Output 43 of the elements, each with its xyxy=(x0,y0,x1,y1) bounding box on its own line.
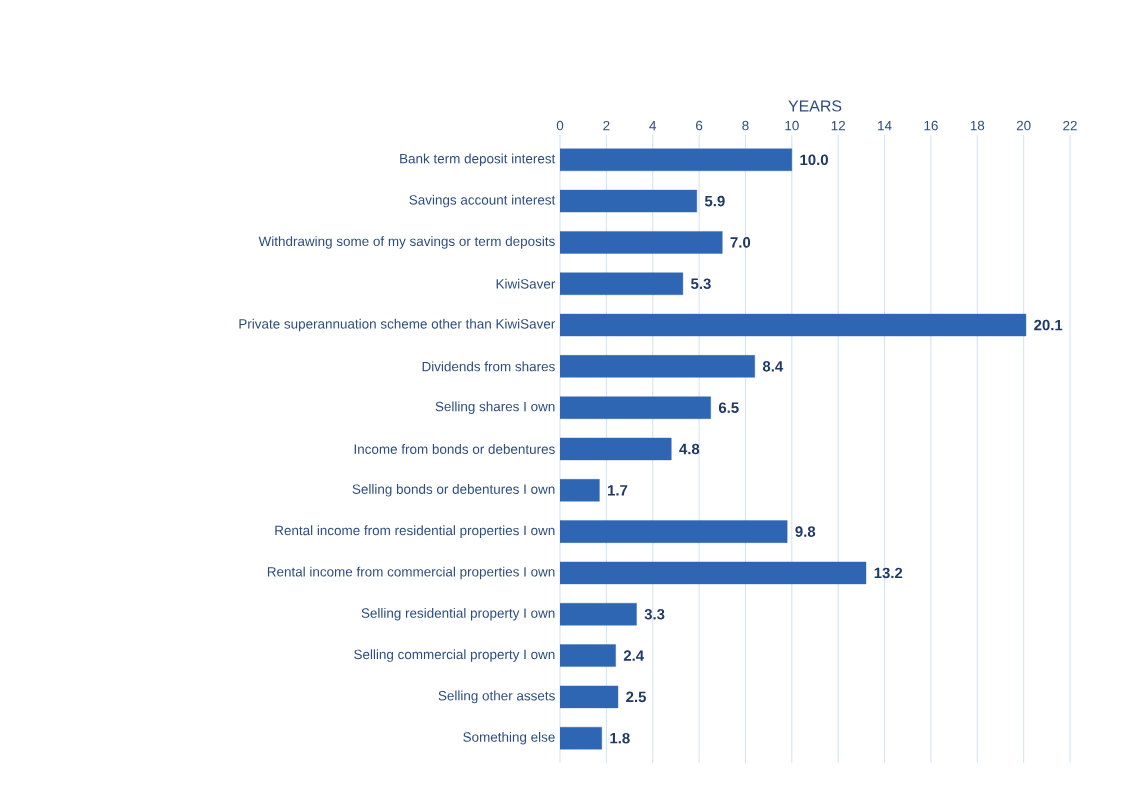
data-label: 2.4 xyxy=(623,650,645,661)
x-tick-label: 12 xyxy=(831,120,845,131)
x-tick-label: 10 xyxy=(785,120,799,131)
y-tick-label: Selling other assets xyxy=(438,690,555,704)
data-label: 7.0 xyxy=(730,237,751,248)
y-tick-label: Selling residential property I own xyxy=(361,607,555,621)
x-tick-label: 8 xyxy=(742,120,749,131)
y-tick-label: Selling commercial property I own xyxy=(354,649,555,662)
data-label: 20.1 xyxy=(1034,319,1063,331)
data-label: 10.0 xyxy=(800,154,828,166)
data-label: 4.8 xyxy=(679,443,700,455)
data-label: 1.7 xyxy=(608,485,628,496)
x-tick-label: 16 xyxy=(924,120,938,131)
data-label: 1.8 xyxy=(610,732,630,744)
data-label: 5.9 xyxy=(704,195,725,207)
x-tick-label: 20 xyxy=(1016,120,1031,131)
y-tick-label: Rental income from residential properties I own xyxy=(275,525,555,538)
data-label: 13.2 xyxy=(874,567,903,579)
x-tick-label: 6 xyxy=(696,120,703,131)
x-tick-label: 22 xyxy=(1063,120,1077,131)
y-tick-label: Bank term deposit interest xyxy=(400,153,556,167)
data-label: 5.3 xyxy=(691,278,711,290)
data-label: 6.5 xyxy=(718,402,739,413)
data-label: 3.3 xyxy=(644,608,665,620)
x-tick-label: 18 xyxy=(970,120,985,131)
x-tick-label: 2 xyxy=(603,120,610,131)
y-tick-label: Selling shares I own xyxy=(435,401,555,414)
x-axis-title: YEARS xyxy=(788,100,842,112)
x-tick-label: 4 xyxy=(649,121,657,131)
data-label: 9.8 xyxy=(795,526,816,537)
y-tick-label: KiwiSaver xyxy=(496,278,556,289)
y-tick-label: Selling bonds or debentures I own xyxy=(352,484,555,497)
y-tick-label: Rental income from commercial properties I own xyxy=(267,566,555,580)
y-tick-label: Income from bonds or debentures xyxy=(354,444,555,454)
y-tick-label: Dividends from shares xyxy=(422,361,555,372)
y-tick-label: Private superannuation scheme other than KiwiSaver xyxy=(239,318,556,332)
y-tick-label: Something else xyxy=(463,731,555,745)
y-tick-label: Savings account interest xyxy=(409,194,556,208)
x-tick-label: 14 xyxy=(878,121,892,131)
data-label: 2.5 xyxy=(626,691,646,703)
y-tick-label: Withdrawing some of my savings or term deposits xyxy=(258,236,555,249)
data-label: 8.4 xyxy=(762,361,784,372)
x-tick-label: 0 xyxy=(556,120,564,131)
